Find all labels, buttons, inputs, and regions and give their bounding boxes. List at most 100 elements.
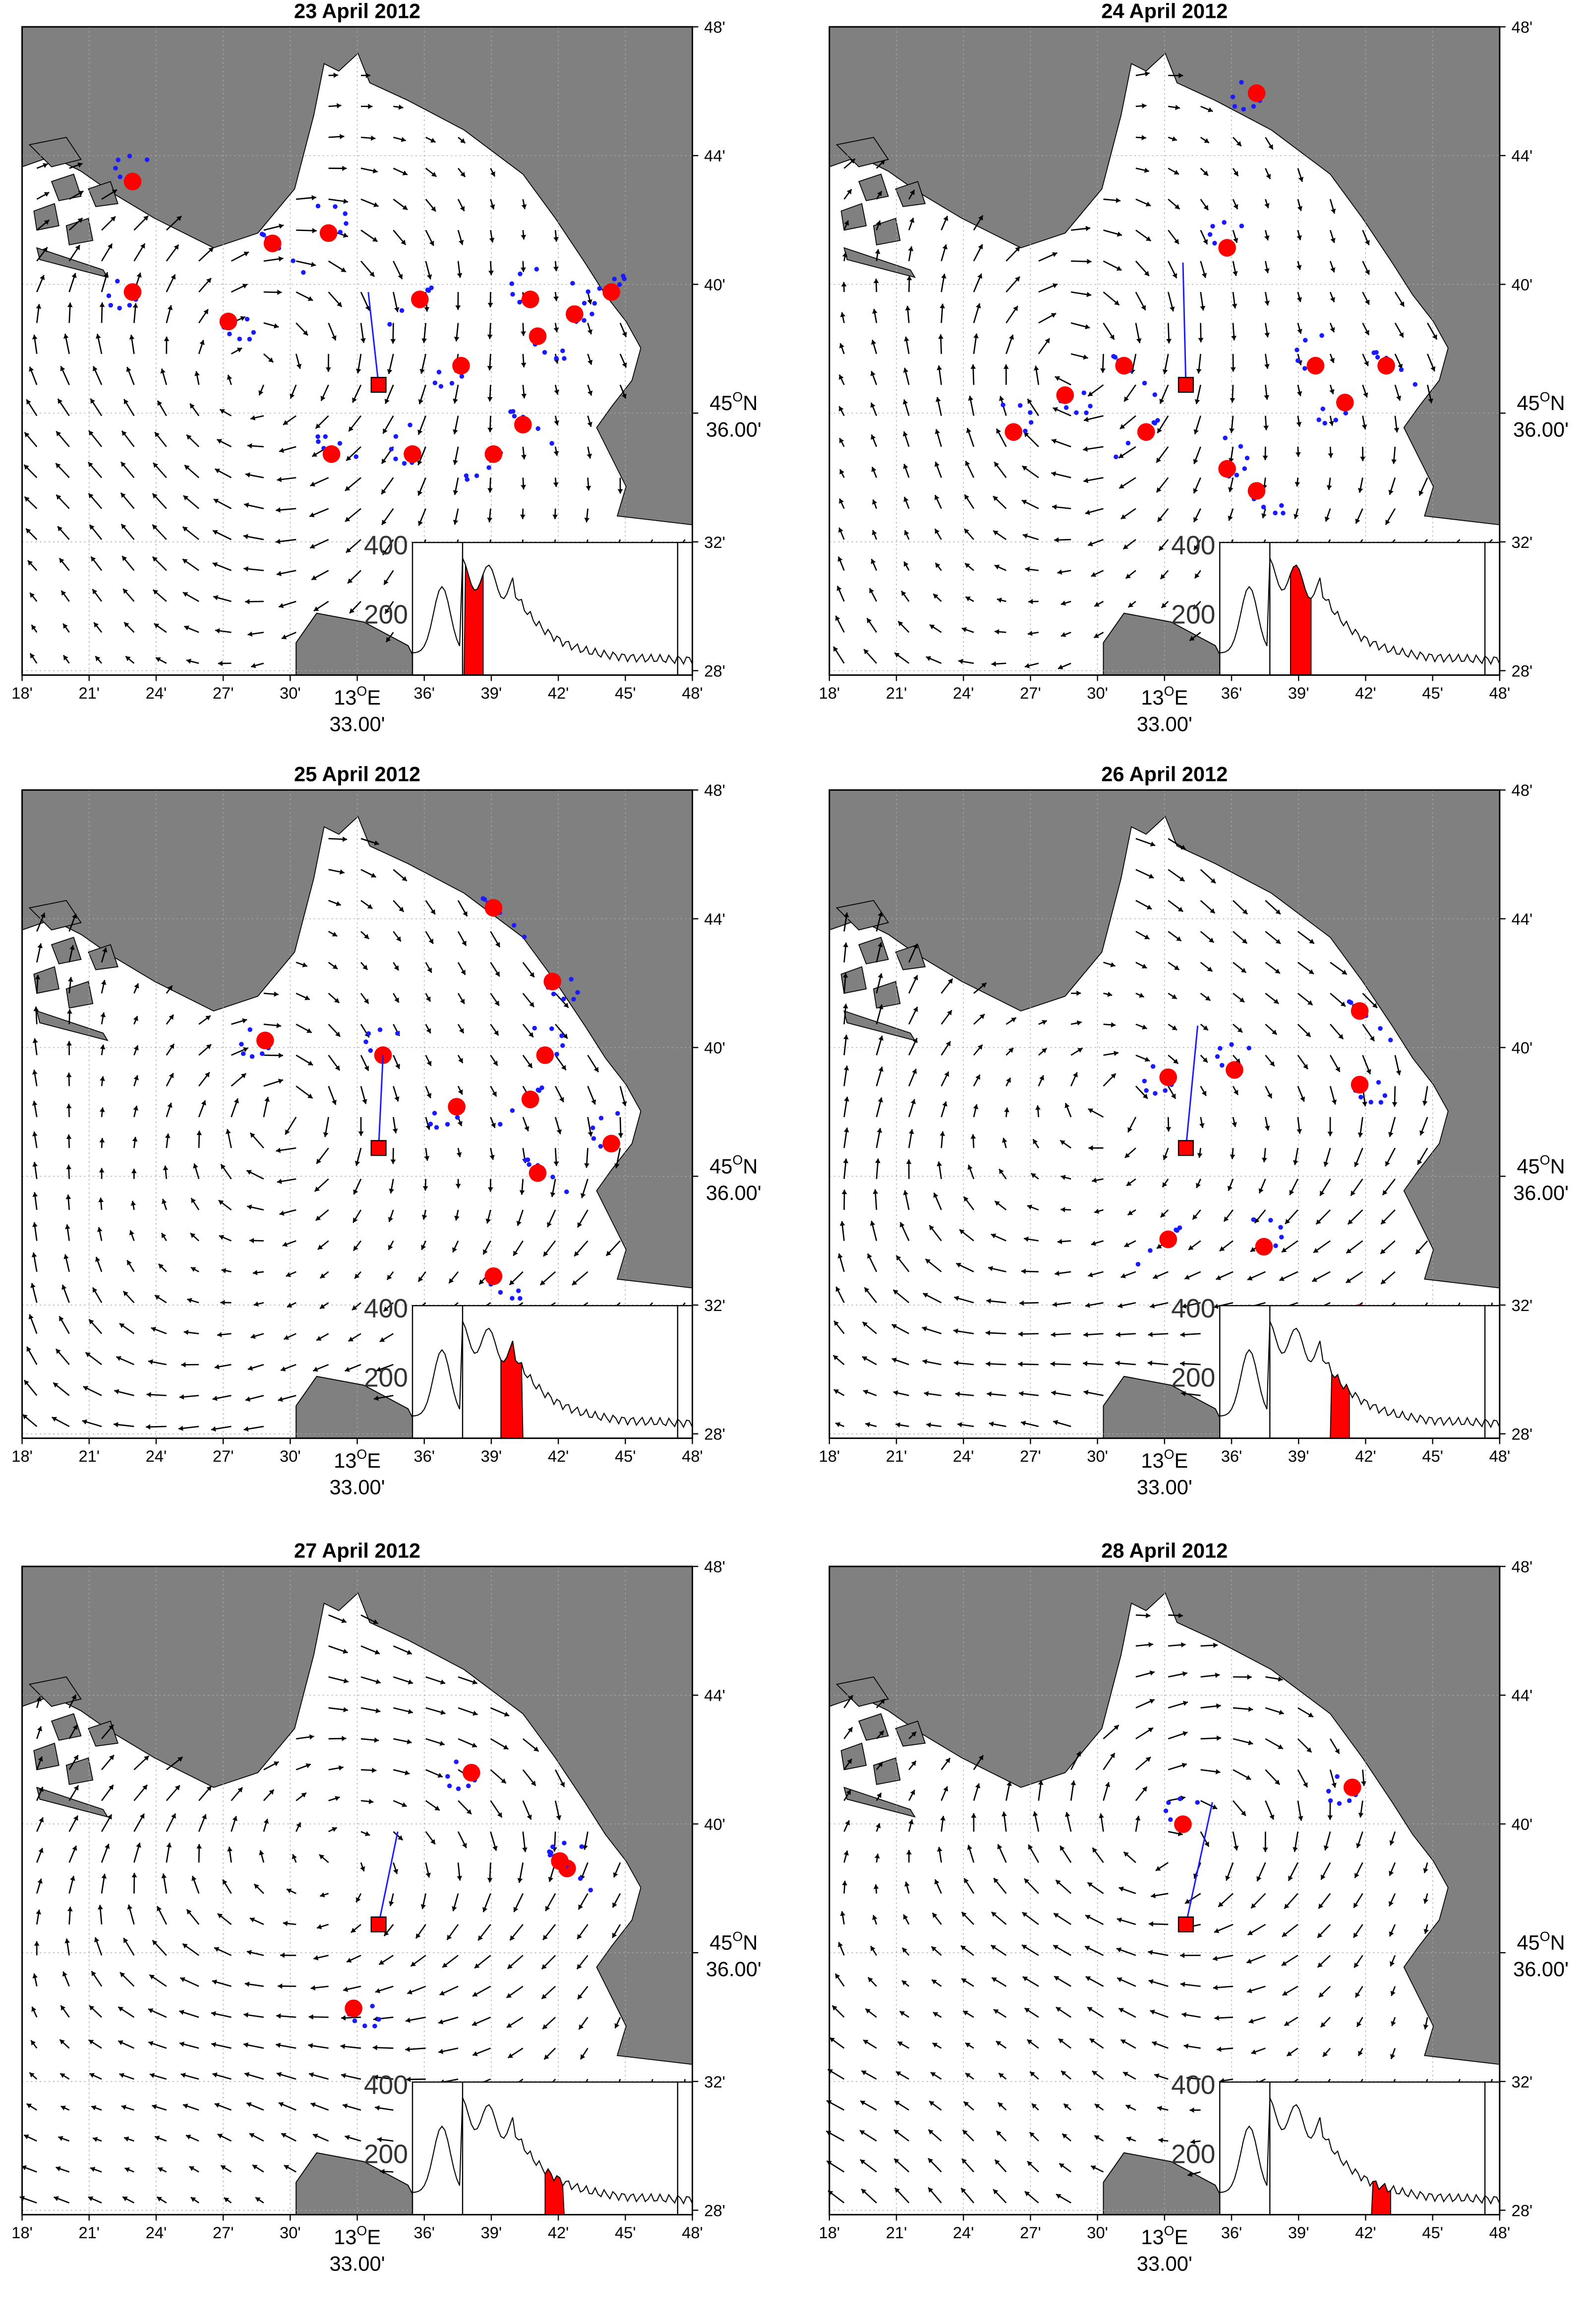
vector-head <box>872 499 878 505</box>
inset-label: 400 <box>1171 531 1215 560</box>
drifter-track <box>455 1115 460 1120</box>
vector-head <box>32 1192 38 1197</box>
vector-head <box>373 2075 378 2080</box>
vector-head <box>114 1422 118 1428</box>
vector-head <box>1390 2054 1395 2059</box>
vector-head <box>897 2041 903 2046</box>
vector-head <box>60 2005 66 2011</box>
drifter-position <box>521 290 539 308</box>
island <box>28 900 82 931</box>
vector-head <box>1054 1913 1059 1918</box>
vector-head <box>878 973 883 978</box>
vector-head <box>178 1426 183 1431</box>
vector-head <box>362 964 368 970</box>
x-tick-label: 24' <box>146 684 167 702</box>
vector-head <box>584 1163 589 1168</box>
vector-head <box>1203 171 1208 176</box>
vector-head <box>107 243 113 249</box>
vector-head <box>1288 1875 1293 1881</box>
vector-head <box>863 2040 869 2045</box>
vector-head <box>1224 1216 1229 1222</box>
vector-head <box>524 1126 530 1132</box>
drifter-track <box>1229 1042 1234 1047</box>
vector-head <box>1201 1090 1207 1096</box>
vector-head <box>996 2041 1002 2046</box>
vector-head <box>843 1850 849 1856</box>
vector-head <box>305 1763 311 1769</box>
vector-head <box>841 1190 847 1194</box>
vector-head <box>310 1985 316 1991</box>
vector-head <box>278 1983 283 1989</box>
vector-head <box>1083 446 1088 452</box>
vector-head <box>382 520 387 525</box>
vector-head <box>1070 1780 1076 1786</box>
vector-head <box>487 488 493 493</box>
vector-head <box>1092 1847 1098 1853</box>
vector-head <box>1396 395 1402 401</box>
vector-head <box>931 2072 936 2077</box>
drifter-track <box>549 441 554 446</box>
degree-sign: O <box>1164 684 1175 699</box>
vector-head <box>1035 1105 1041 1110</box>
vector-head <box>331 335 337 341</box>
vector-head <box>895 1422 901 1428</box>
drifter-track <box>240 1051 246 1056</box>
vector-head <box>89 2005 95 2011</box>
vector-head <box>963 2011 968 2016</box>
drifter-track <box>363 1039 368 1044</box>
vector-head <box>1194 545 1199 551</box>
vector-head <box>472 1710 478 1716</box>
vector-head <box>1356 1843 1361 1848</box>
vector-head <box>1057 569 1062 575</box>
x-tick-label: 27' <box>213 2223 234 2242</box>
vector-head <box>1180 1981 1185 1987</box>
vector-head <box>837 556 843 562</box>
vector-head <box>1233 238 1238 243</box>
vector-head <box>320 1892 325 1898</box>
drifter-track <box>480 896 485 901</box>
vector-head <box>286 1272 292 1277</box>
vector-head <box>348 578 353 584</box>
degree-sign: O <box>1164 2223 1175 2238</box>
vector-head <box>1219 1246 1225 1251</box>
vector-head <box>1156 457 1161 463</box>
vector-head <box>353 1217 358 1223</box>
vector-head <box>269 1789 274 1795</box>
vector-head <box>343 233 348 238</box>
y-tick-label: 28' <box>1512 2201 1533 2219</box>
vector-head <box>1264 268 1270 273</box>
release-point <box>370 377 387 393</box>
vector-head <box>290 393 295 399</box>
drifter-track <box>333 204 338 209</box>
vector-head <box>1033 365 1039 371</box>
vector-head <box>1392 1102 1398 1107</box>
drifter-track <box>428 1122 433 1127</box>
x-tick-label: 18' <box>11 2223 33 2242</box>
vector-head <box>337 301 342 307</box>
vector-head <box>871 434 876 440</box>
x-tick-label: 48' <box>682 2223 703 2242</box>
vector-head <box>1312 1277 1317 1282</box>
vector-head <box>504 1712 510 1717</box>
vector-head <box>428 939 433 944</box>
degrees: 45 <box>1517 1931 1539 1954</box>
vector-head <box>59 2039 65 2045</box>
vector-head <box>234 1098 239 1104</box>
vector-head <box>935 529 940 534</box>
vector-head <box>191 1198 196 1203</box>
vector-head <box>458 1058 463 1064</box>
vector-head <box>1172 994 1177 999</box>
sea <box>22 816 693 1438</box>
drifter-track <box>561 997 566 1002</box>
drifter-track <box>597 286 602 291</box>
drifter-track <box>1125 440 1131 446</box>
drifter-track <box>554 356 559 361</box>
vector-head <box>1250 1247 1256 1252</box>
vector-head <box>521 393 527 399</box>
drifter-track <box>527 1162 531 1167</box>
x-tick-label: 30' <box>280 684 301 702</box>
vector-head <box>342 1735 347 1741</box>
vector-head <box>394 307 400 312</box>
vector-head <box>995 2159 1000 2165</box>
